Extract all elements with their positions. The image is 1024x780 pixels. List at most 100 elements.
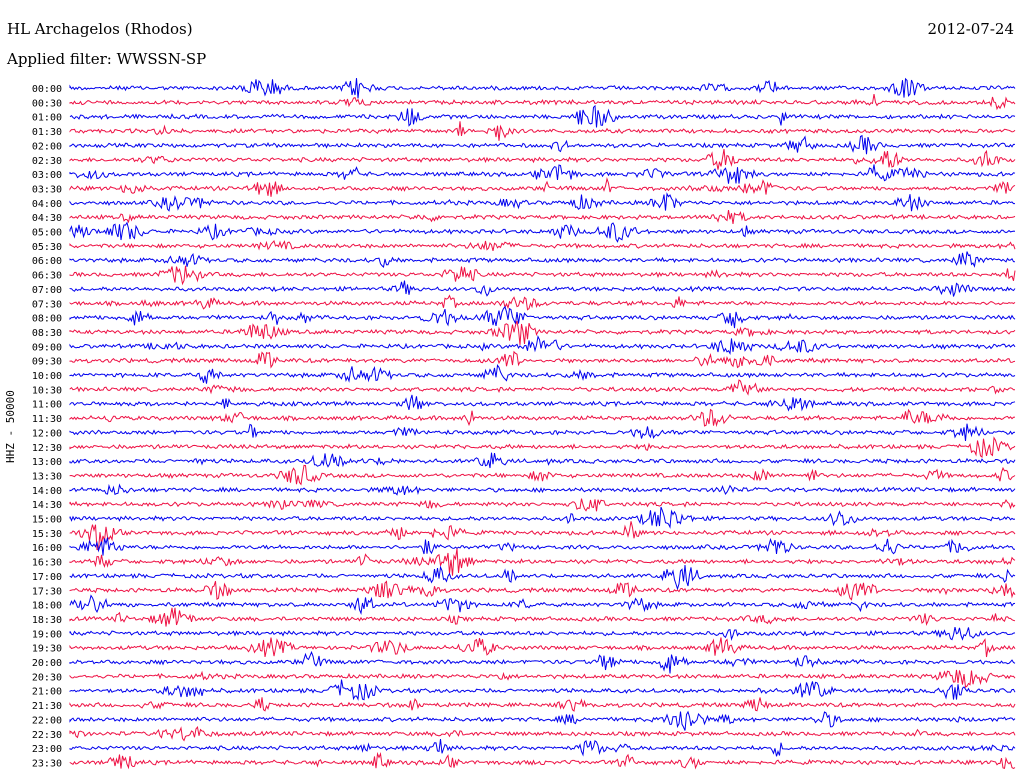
time-label: 01:30	[32, 127, 62, 138]
time-label: 15:30	[32, 529, 62, 540]
filter-label: Applied filter: WWSSN-SP	[7, 50, 207, 68]
time-label: 02:30	[32, 156, 62, 167]
time-label: 17:00	[32, 572, 62, 583]
time-label: 07:00	[32, 285, 62, 296]
trace-line	[69, 679, 1016, 701]
time-label: 23:30	[32, 758, 62, 769]
time-label: 14:30	[32, 500, 62, 511]
trace-line	[69, 669, 1016, 688]
time-label: 22:30	[32, 730, 62, 741]
trace-line	[69, 77, 1016, 99]
trace-line	[69, 177, 1016, 197]
trace-line	[69, 506, 1016, 529]
trace-line	[69, 363, 1016, 384]
trace-line	[69, 294, 1016, 311]
time-label: 20:30	[32, 672, 62, 683]
time-label: 11:00	[32, 400, 62, 411]
time-label: 04:00	[32, 199, 62, 210]
trace-line	[69, 221, 1016, 243]
time-label: 15:00	[32, 515, 62, 526]
trace-group	[69, 77, 1016, 770]
trace-line	[69, 564, 1016, 591]
trace-line	[69, 320, 1016, 345]
time-label: 03:30	[32, 184, 62, 195]
time-label: 06:30	[32, 271, 62, 282]
time-label: 00:30	[32, 98, 62, 109]
trace-line	[69, 251, 1016, 268]
time-label: 08:30	[32, 328, 62, 339]
time-label: 17:30	[32, 586, 62, 597]
time-label: 05:30	[32, 242, 62, 253]
trace-line	[69, 626, 1016, 642]
trace-line	[69, 498, 1016, 512]
time-label: 19:30	[32, 644, 62, 655]
time-label: 07:30	[32, 299, 62, 310]
trace-line	[69, 305, 1016, 329]
trace-line	[69, 104, 1016, 128]
time-label: 03:00	[32, 170, 62, 181]
trace-line	[69, 164, 1016, 184]
time-label: 09:30	[32, 357, 62, 368]
time-label: 08:00	[32, 314, 62, 325]
trace-line	[69, 408, 1016, 428]
trace-line	[69, 710, 1016, 731]
time-label: 14:00	[32, 486, 62, 497]
trace-line	[69, 121, 1016, 141]
time-label: 12:00	[32, 428, 62, 439]
time-label: 18:30	[32, 615, 62, 626]
date-label: 2012-07-24	[927, 20, 1014, 38]
trace-line	[69, 94, 1016, 111]
time-label: 01:00	[32, 113, 62, 124]
trace-line	[69, 192, 1015, 212]
trace-line	[69, 607, 1016, 627]
trace-line	[69, 725, 1016, 742]
trace-line	[69, 738, 1016, 757]
time-label: 00:00	[32, 84, 62, 95]
time-label: 06:00	[32, 256, 62, 267]
trace-line	[69, 483, 1016, 496]
time-label: 02:00	[32, 141, 62, 152]
trace-line	[69, 134, 1015, 155]
trace-line	[69, 240, 1016, 252]
time-label: 05:00	[32, 228, 62, 239]
trace-line	[69, 335, 1016, 356]
trace-line	[69, 548, 1016, 576]
trace-line	[69, 751, 1016, 770]
trace-line	[69, 464, 1016, 486]
time-label: 22:00	[32, 715, 62, 726]
trace-line	[69, 637, 1016, 658]
time-label: 20:00	[32, 658, 62, 669]
trace-line	[69, 379, 1015, 396]
trace-line	[69, 594, 1016, 616]
time-label: 10:30	[32, 385, 62, 396]
time-label: 12:30	[32, 443, 62, 454]
trace-line	[69, 650, 1016, 674]
time-label: 23:00	[32, 744, 62, 755]
time-label: 21:30	[32, 701, 62, 712]
trace-line	[69, 350, 1016, 369]
y-axis-label: HHZ - 50000	[4, 390, 17, 463]
trace-line	[69, 697, 1016, 712]
time-label: 13:30	[32, 471, 62, 482]
time-label: 19:00	[32, 629, 62, 640]
trace-line	[69, 521, 1016, 551]
trace-line	[69, 452, 1016, 469]
time-label: 10:00	[32, 371, 62, 382]
trace-line	[69, 280, 1016, 297]
time-label: 21:00	[32, 687, 62, 698]
trace-line	[69, 580, 1016, 601]
time-label: 18:00	[32, 601, 62, 612]
trace-line	[69, 210, 1016, 224]
trace-line	[69, 149, 1016, 170]
time-label: 16:30	[32, 558, 62, 569]
trace-line	[69, 265, 1016, 286]
trace-line	[69, 537, 1015, 556]
time-label: 09:00	[32, 342, 62, 353]
time-label-group: 00:00 00:30 01:00 01:30 02:00 02:30 03:00 03:30…	[32, 84, 62, 769]
time-label: 04:30	[32, 213, 62, 224]
trace-line	[69, 394, 1016, 412]
station-title: HL Archagelos (Rhodos)	[7, 20, 193, 38]
trace-line	[69, 423, 1016, 441]
time-label: 11:30	[32, 414, 62, 425]
